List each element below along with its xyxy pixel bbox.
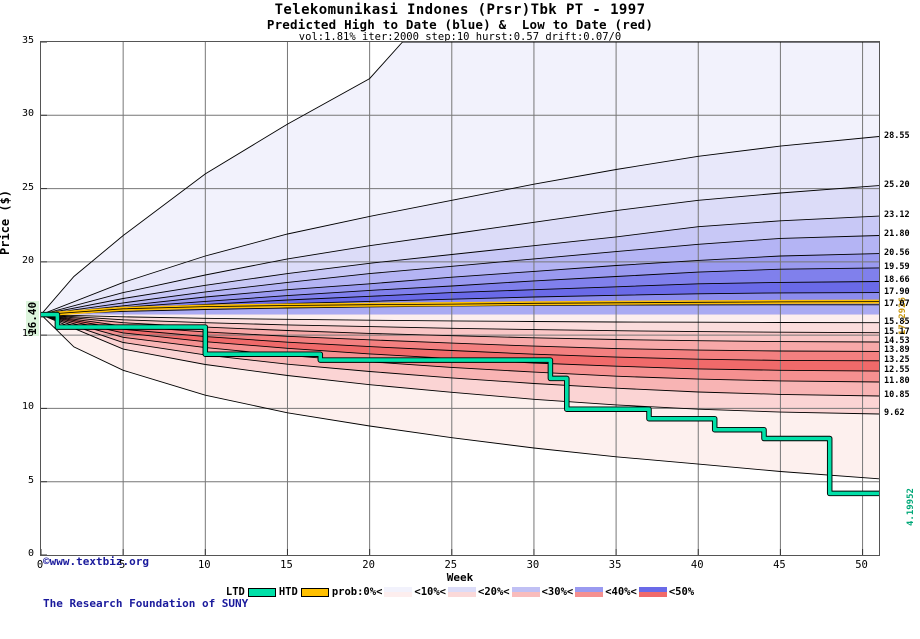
right-axis-value-label: 9.62 (884, 407, 905, 418)
x-tick-label: 30 (526, 559, 540, 571)
chart-subtitle: Predicted High to Date (blue) & Low to D… (266, 17, 654, 32)
right-axis-value-label: 15.17 (884, 326, 910, 337)
plot-area (40, 41, 880, 556)
y-tick-label: 25 (21, 181, 34, 193)
x-tick-label: 10 (197, 559, 211, 571)
x-tick-label: 5 (118, 559, 126, 571)
legend-band-swatch (511, 587, 540, 597)
legend-band-swatch (448, 587, 476, 597)
y-tick-label: 20 (21, 254, 34, 266)
right-axis-value-label: 13.89 (884, 345, 910, 356)
x-tick-label: 40 (690, 559, 704, 571)
chart-title: Telekomunikasi Indones (Prsr)Tbk PT - 19… (274, 2, 646, 18)
legend-band-label: <30%< (541, 586, 574, 598)
right-axis-value-label: 10.85 (884, 389, 910, 400)
legend: LTD HTD prob:0%< <10%< <20%< <30%< <40%< <50… (0, 586, 920, 598)
right-axis-value-label: 12.55 (884, 365, 910, 376)
x-tick-label: 20 (362, 559, 375, 571)
legend-band-swatch (575, 587, 604, 597)
legend-ltd-label: LTD (225, 586, 245, 598)
right-axis-value-label: 11.80 (884, 376, 910, 387)
legend-band-label: <50% (668, 586, 695, 598)
right-axis-value-label: 18.66 (884, 275, 910, 286)
legend-htd-label: HTD (278, 586, 298, 598)
legend-band-swatch (384, 587, 413, 597)
legend-band-label: <10%< (414, 586, 446, 598)
right-axis-value-label: 21.80 (884, 229, 910, 240)
legend-ltd-swatch (247, 587, 276, 597)
legend-htd-swatch (300, 587, 329, 597)
right-axis-value-label: 13.25 (884, 354, 910, 365)
legend-band-swatch (638, 587, 667, 597)
y-tick-label: 5 (27, 474, 34, 486)
y-tick-label: 0 (27, 548, 34, 559)
right-axis-value-label: 15.85 (884, 316, 910, 327)
right-axis-value-label: 25.20 (884, 179, 910, 190)
right-axis-value-label: 17.90 (884, 286, 910, 297)
plot-svg (41, 42, 879, 555)
legend-band-label: <40%< (605, 586, 637, 598)
x-tick-label: 15 (280, 559, 293, 571)
right-axis-value-label: 19.59 (884, 261, 910, 272)
x-axis-title: Week (446, 571, 474, 584)
y-tick-label: 35 (21, 35, 34, 46)
legend-band-label: <20%< (478, 586, 510, 598)
credit-line-2: The Research Foundation of SUNY (43, 597, 249, 610)
legend-bands: <10%< <20%< <30%< <40%< <50% (383, 586, 695, 598)
y-tick-label: 15 (21, 328, 34, 340)
ltd-end-value-label: 4.19952 (906, 488, 916, 527)
y-axis-title: Price ($) (0, 189, 12, 255)
x-tick-label: 0 (36, 559, 44, 571)
right-axis-value-label: 28.55 (884, 130, 910, 141)
right-axis-value-label: 14.53 (884, 336, 910, 347)
x-tick-label: 25 (444, 559, 458, 571)
credit-block: ©www.textbiz.org The Research Foundation… (43, 527, 248, 639)
x-tick-label: 50 (855, 559, 868, 571)
right-axis-value-label: 17.07 (884, 298, 910, 309)
x-tick-label: 45 (773, 559, 786, 571)
right-axis-value-label: 20.56 (884, 247, 910, 258)
chart-parameters: vol:1.81% iter:2000 step:10 hurst:0.57 d… (298, 31, 622, 43)
y-tick-label: 30 (21, 108, 34, 120)
right-axis-value-label: 23.12 (884, 210, 910, 221)
credit-line-1: ©www.textbiz.org (43, 555, 149, 568)
chart-page: Telekomunikasi Indones (Prsr)Tbk PT - 19… (0, 2, 920, 610)
legend-prob-label: prob:0%< (331, 586, 383, 598)
y-tick-label: 10 (21, 401, 34, 413)
x-tick-label: 35 (608, 559, 622, 571)
